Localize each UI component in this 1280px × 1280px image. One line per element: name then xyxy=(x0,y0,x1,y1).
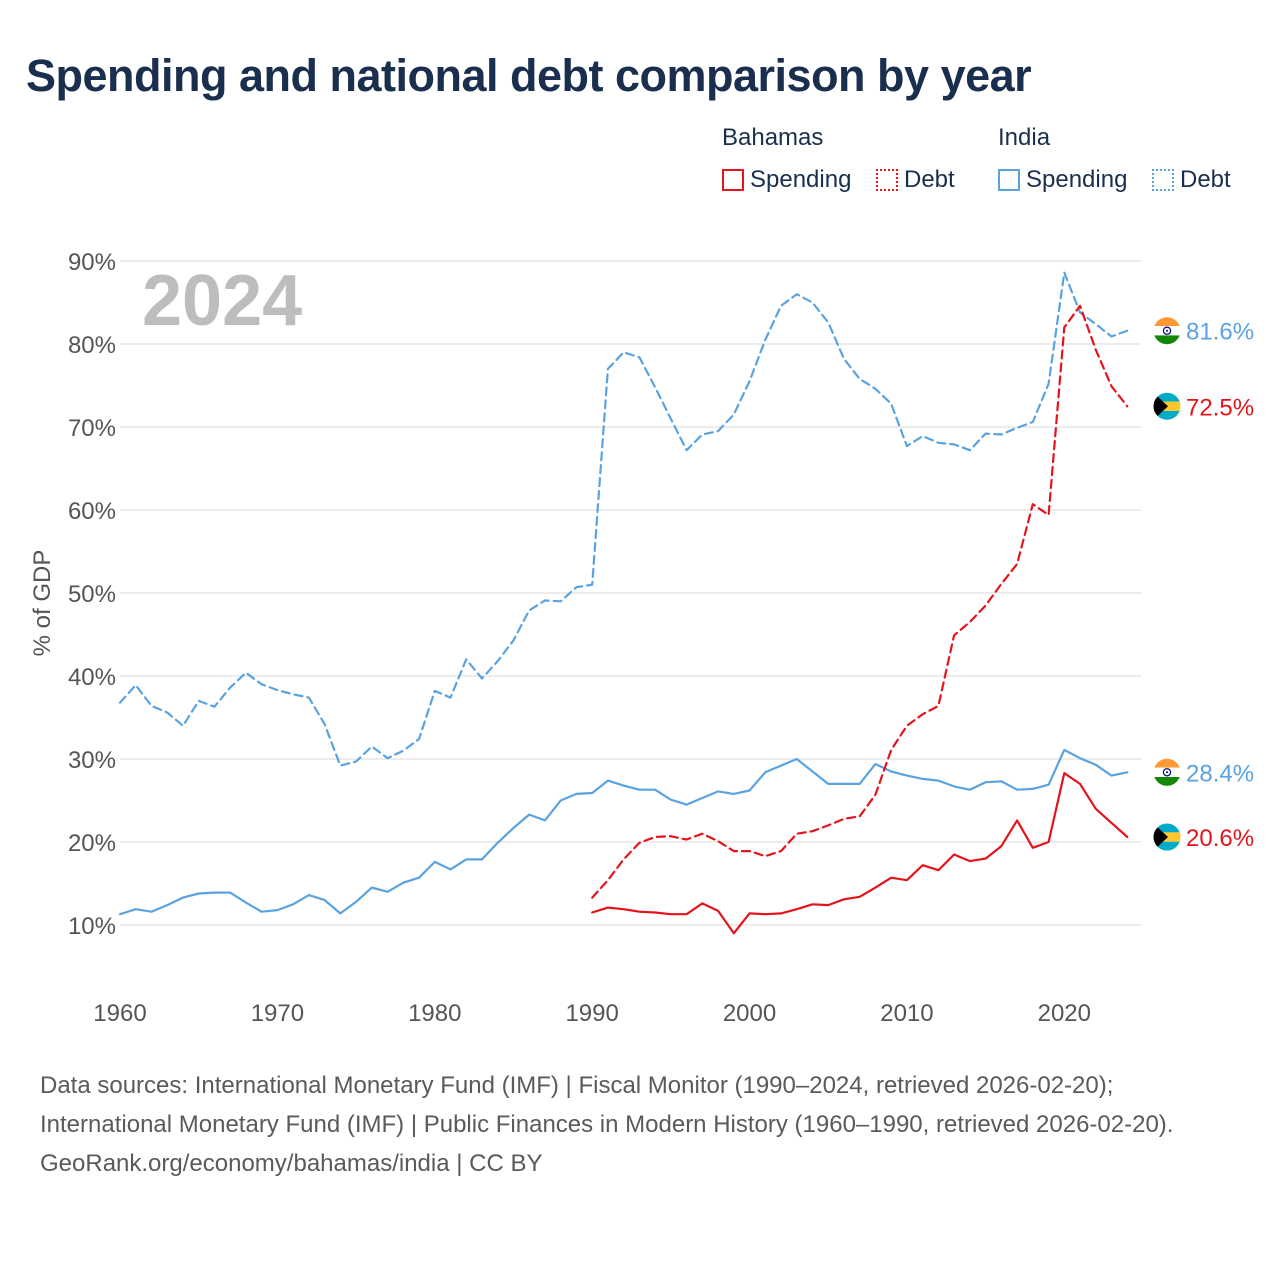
y-tick-label: 60% xyxy=(68,498,116,525)
bahamas-flag-icon xyxy=(1152,822,1182,852)
y-tick-label: 90% xyxy=(68,249,116,276)
series-line-bahamas-spending xyxy=(591,771,1129,935)
legend-india-spending[interactable]: Spending xyxy=(998,166,1127,194)
end-value-label: 81.6% xyxy=(1186,319,1254,346)
data-sources: Data sources: International Monetary Fun… xyxy=(40,1072,1174,1138)
series-line-bahamas-debt xyxy=(591,304,1129,899)
dotted-line-swatch-icon xyxy=(876,169,898,191)
end-value-label: 28.4% xyxy=(1186,760,1254,787)
end-value-label: 20.6% xyxy=(1186,825,1254,852)
y-axis-label: % of GDP xyxy=(29,550,56,657)
x-tick-label: 1980 xyxy=(408,1000,461,1027)
legend-group-bahamas: Bahamas xyxy=(722,124,824,151)
legend-label: Debt xyxy=(1180,166,1231,193)
x-tick-label: 2020 xyxy=(1038,1000,1091,1027)
solid-line-swatch-icon xyxy=(998,169,1020,191)
x-tick-label: 2000 xyxy=(723,1000,776,1027)
legend-label: Spending xyxy=(1026,166,1128,193)
y-tick-label: 50% xyxy=(68,581,116,608)
legend-bahamas-debt[interactable]: Debt xyxy=(876,166,955,194)
y-tick-label: 80% xyxy=(68,332,116,359)
legend-india-debt[interactable]: Debt xyxy=(1152,166,1231,194)
series-line-india-debt xyxy=(118,271,1129,767)
y-tick-label: 10% xyxy=(68,913,116,940)
bahamas-flag-icon xyxy=(1152,391,1182,421)
x-tick-label: 2010 xyxy=(880,1000,933,1027)
series-line-india-spending xyxy=(118,748,1129,916)
solid-line-swatch-icon xyxy=(722,169,744,191)
x-tick-label: 1970 xyxy=(251,1000,304,1027)
source-credit[interactable]: GeoRank.org/economy/bahamas/india | CC B… xyxy=(40,1150,543,1177)
footer: Data sources: International Monetary Fun… xyxy=(40,1066,1240,1183)
legend-label: Debt xyxy=(904,166,955,193)
year-watermark: 2024 xyxy=(142,261,302,341)
y-tick-label: 20% xyxy=(68,830,116,857)
legend-group-india: India xyxy=(998,124,1051,151)
y-tick-label: 40% xyxy=(68,664,116,691)
end-value-label: 72.5% xyxy=(1186,394,1254,421)
india-flag-icon xyxy=(1152,757,1182,787)
legend-label: Spending xyxy=(750,166,852,193)
y-tick-label: 30% xyxy=(68,747,116,774)
chart-title: Spending and national debt comparison by… xyxy=(26,50,1032,101)
legend-bahamas-spending[interactable]: Spending xyxy=(722,166,851,194)
dotted-line-swatch-icon xyxy=(1152,169,1174,191)
line-chart: 10% 20% 30% 40% 50% 60% 70% 80% 90% 1960 1970 1980 1… xyxy=(29,249,1254,1027)
x-tick-label: 1960 xyxy=(93,1000,146,1027)
india-flag-icon xyxy=(1152,316,1182,346)
x-tick-label: 1990 xyxy=(565,1000,618,1027)
y-tick-label: 70% xyxy=(68,415,116,442)
